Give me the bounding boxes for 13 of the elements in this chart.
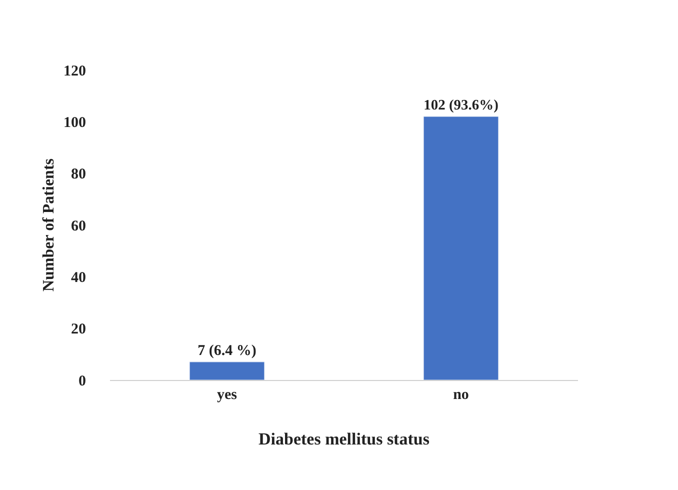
y-tick-label: 0 — [78, 373, 86, 390]
data-label: 7 (6.4 %) — [198, 342, 256, 359]
y-tick-label: 120 — [64, 63, 86, 80]
y-tick-label: 80 — [71, 166, 86, 183]
y-axis-title: Number of Patients — [40, 158, 58, 292]
x-axis-title: Diabetes mellitus status — [258, 429, 430, 448]
x-tick-label: no — [453, 387, 469, 403]
y-tick-label: 60 — [71, 218, 86, 234]
y-tick-label: 40 — [71, 270, 86, 286]
data-label: 102 (93.6%) — [424, 98, 499, 114]
y-tick-label: 20 — [71, 322, 86, 338]
x-tick-label: yes — [217, 387, 238, 403]
y-tick-label: 100 — [64, 114, 86, 131]
